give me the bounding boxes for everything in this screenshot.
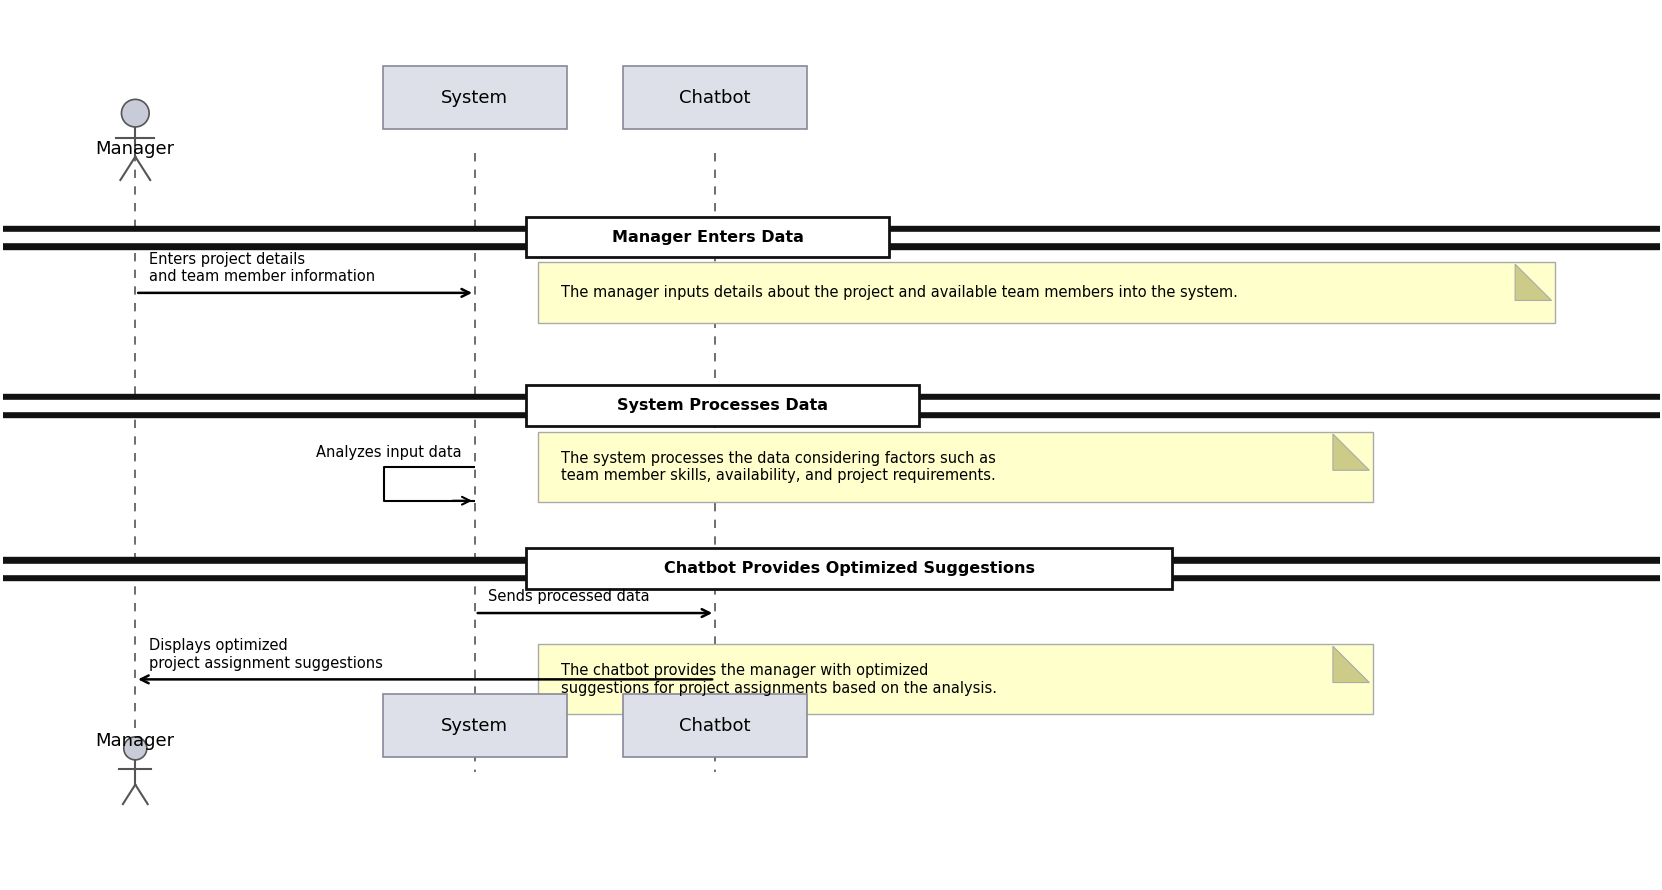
Text: Chatbot: Chatbot: [680, 89, 751, 107]
FancyBboxPatch shape: [538, 644, 1373, 715]
Text: Chatbot Provides Optimized Suggestions: Chatbot Provides Optimized Suggestions: [663, 562, 1035, 577]
FancyBboxPatch shape: [527, 384, 919, 425]
Text: System: System: [442, 716, 509, 735]
Text: Manager: Manager: [96, 732, 175, 750]
Text: Manager: Manager: [96, 140, 175, 158]
FancyBboxPatch shape: [538, 433, 1373, 502]
Text: Analyzes input data: Analyzes input data: [316, 445, 462, 460]
FancyBboxPatch shape: [382, 67, 567, 129]
Text: The chatbot provides the manager with optimized
suggestions for project assignme: The chatbot provides the manager with op…: [562, 663, 997, 696]
Text: System: System: [442, 89, 509, 107]
Text: Displays optimized
project assignment suggestions: Displays optimized project assignment su…: [148, 638, 382, 670]
Text: Enters project details
and team member information: Enters project details and team member i…: [148, 252, 374, 284]
Text: Manager Enters Data: Manager Enters Data: [612, 230, 803, 245]
FancyBboxPatch shape: [382, 694, 567, 757]
FancyBboxPatch shape: [623, 67, 808, 129]
FancyBboxPatch shape: [538, 263, 1556, 323]
Text: Sends processed data: Sends processed data: [489, 589, 650, 604]
FancyBboxPatch shape: [527, 217, 889, 257]
Polygon shape: [1333, 646, 1369, 683]
FancyBboxPatch shape: [623, 694, 808, 757]
Ellipse shape: [121, 100, 150, 127]
Text: System Processes Data: System Processes Data: [617, 398, 828, 413]
Text: The manager inputs details about the project and available team members into the: The manager inputs details about the pro…: [562, 286, 1238, 301]
Polygon shape: [1516, 264, 1552, 301]
FancyBboxPatch shape: [527, 548, 1172, 589]
Polygon shape: [1333, 434, 1369, 470]
Text: Chatbot: Chatbot: [680, 716, 751, 735]
Ellipse shape: [123, 737, 146, 760]
Text: The system processes the data considering factors such as
team member skills, av: The system processes the data considerin…: [562, 451, 996, 483]
